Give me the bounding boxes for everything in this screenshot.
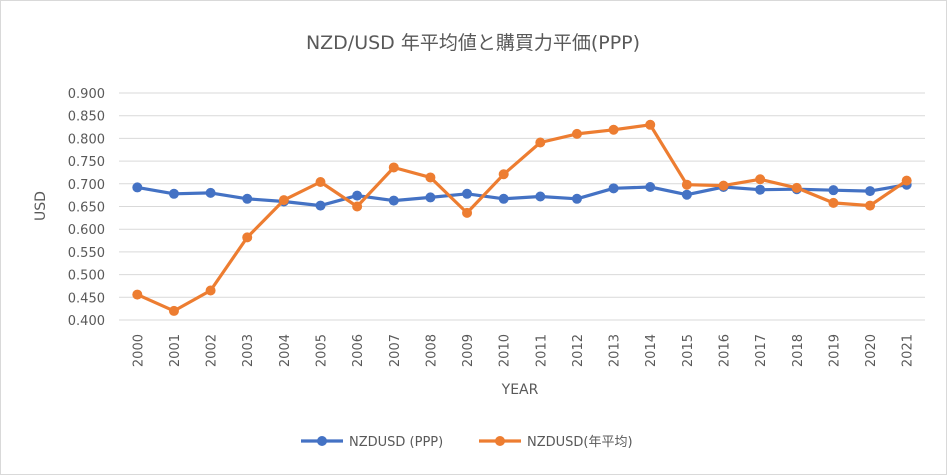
series-1-point xyxy=(315,200,326,211)
series-1-point xyxy=(462,188,473,199)
x-tick-label: 2020 xyxy=(864,334,879,367)
series-2-point xyxy=(352,201,363,212)
x-tick-label: 2018 xyxy=(791,334,806,367)
y-tick-label: 0.500 xyxy=(68,269,105,284)
series-layer xyxy=(132,119,912,316)
series-1-point xyxy=(498,193,509,204)
x-tick-label: 2019 xyxy=(827,334,842,367)
y-tick-label: 0.650 xyxy=(68,201,105,216)
series-2-point xyxy=(425,172,436,183)
y-tick-label: 0.800 xyxy=(68,132,105,147)
series-2-point xyxy=(242,232,253,243)
y-tick-label: 0.450 xyxy=(68,291,105,306)
series-2-point xyxy=(168,305,179,316)
y-tick-label: 0.400 xyxy=(68,314,105,329)
x-tick-label: 2015 xyxy=(681,334,696,367)
series-1-point xyxy=(755,184,766,195)
series-1-point xyxy=(425,192,436,203)
series-2-point xyxy=(535,137,546,148)
x-axis-ticks: 2000 2001 2002 2003 2004 2005 2006 2007 2008 2009… xyxy=(131,334,915,367)
y-tick-label: 0.700 xyxy=(68,178,105,193)
y-tick-label: 0.550 xyxy=(68,246,105,261)
x-tick-label: 2016 xyxy=(718,334,733,367)
chart-title: NZD/USD 年平均値と購買力平価(PPP) xyxy=(306,32,640,54)
x-tick-label: 2001 xyxy=(168,334,183,367)
series-2-point xyxy=(498,169,509,180)
series-1-point xyxy=(535,191,546,202)
series-2-point xyxy=(865,200,876,211)
series-1-point xyxy=(608,183,619,194)
x-tick-label: 2007 xyxy=(388,334,403,367)
series-2-point xyxy=(645,119,656,130)
series-1-point xyxy=(571,193,582,204)
series-2-point xyxy=(388,162,399,173)
series-2-point xyxy=(608,124,619,135)
series-1-point xyxy=(865,186,876,197)
y-axis-label: USD xyxy=(33,191,49,221)
series-1-point xyxy=(681,189,692,200)
x-tick-label: 2008 xyxy=(424,334,439,367)
series-2-point xyxy=(205,285,216,296)
series-2-point xyxy=(718,180,729,191)
x-tick-label: 2013 xyxy=(608,334,623,367)
x-tick-label: 2010 xyxy=(498,334,513,367)
y-axis-ticks: 0.400 0.450 0.500 0.550 0.600 0.650 0.700 0.750… xyxy=(68,87,105,329)
legend-label-2: NZDUSD(年平均) xyxy=(527,435,633,450)
series-1-point xyxy=(645,181,656,192)
x-tick-label: 2014 xyxy=(644,334,659,367)
series-1-point xyxy=(205,187,216,198)
x-tick-label: 2003 xyxy=(241,334,256,367)
series-2-point xyxy=(755,174,766,185)
x-tick-label: 2011 xyxy=(534,334,549,367)
series-line-2 xyxy=(135,123,909,313)
x-tick-label: 2000 xyxy=(131,334,146,367)
gridlines xyxy=(119,92,925,321)
y-tick-label: 0.900 xyxy=(68,87,105,102)
x-tick-label: 2021 xyxy=(901,334,916,367)
legend-marker-2 xyxy=(495,436,505,446)
series-1-point xyxy=(132,182,143,193)
x-tick-label: 2017 xyxy=(754,334,769,367)
series-2-point xyxy=(315,176,326,187)
y-tick-label: 0.850 xyxy=(68,110,105,125)
x-tick-label: 2012 xyxy=(571,334,586,367)
x-tick-label: 2005 xyxy=(315,334,330,367)
series-line-1 xyxy=(135,183,909,208)
x-tick-label: 2009 xyxy=(461,334,476,367)
series-2-point xyxy=(901,175,912,186)
x-tick-label: 2004 xyxy=(278,334,293,367)
series-2-point xyxy=(278,195,289,206)
series-2-point xyxy=(828,197,839,208)
legend-marker-1 xyxy=(317,436,327,446)
series-2-point xyxy=(571,128,582,139)
series-1-point xyxy=(388,195,399,206)
series-2-point xyxy=(791,182,802,193)
x-tick-label: 2002 xyxy=(205,334,220,367)
series-2-point xyxy=(132,289,143,300)
legend-label-1: NZDUSD (PPP) xyxy=(349,435,443,450)
series-2-point xyxy=(462,207,473,218)
x-axis-label: YEAR xyxy=(501,382,539,398)
x-tick-label: 2006 xyxy=(351,334,366,367)
y-tick-label: 0.750 xyxy=(68,155,105,170)
series-1-point xyxy=(352,190,363,201)
series-1-point xyxy=(168,188,179,199)
series-2-point xyxy=(681,179,692,190)
series-1-point xyxy=(242,193,253,204)
series-1-point xyxy=(828,185,839,196)
y-tick-label: 0.600 xyxy=(68,223,105,238)
legend: NZDUSD (PPP) NZDUSD(年平均) xyxy=(301,435,633,450)
